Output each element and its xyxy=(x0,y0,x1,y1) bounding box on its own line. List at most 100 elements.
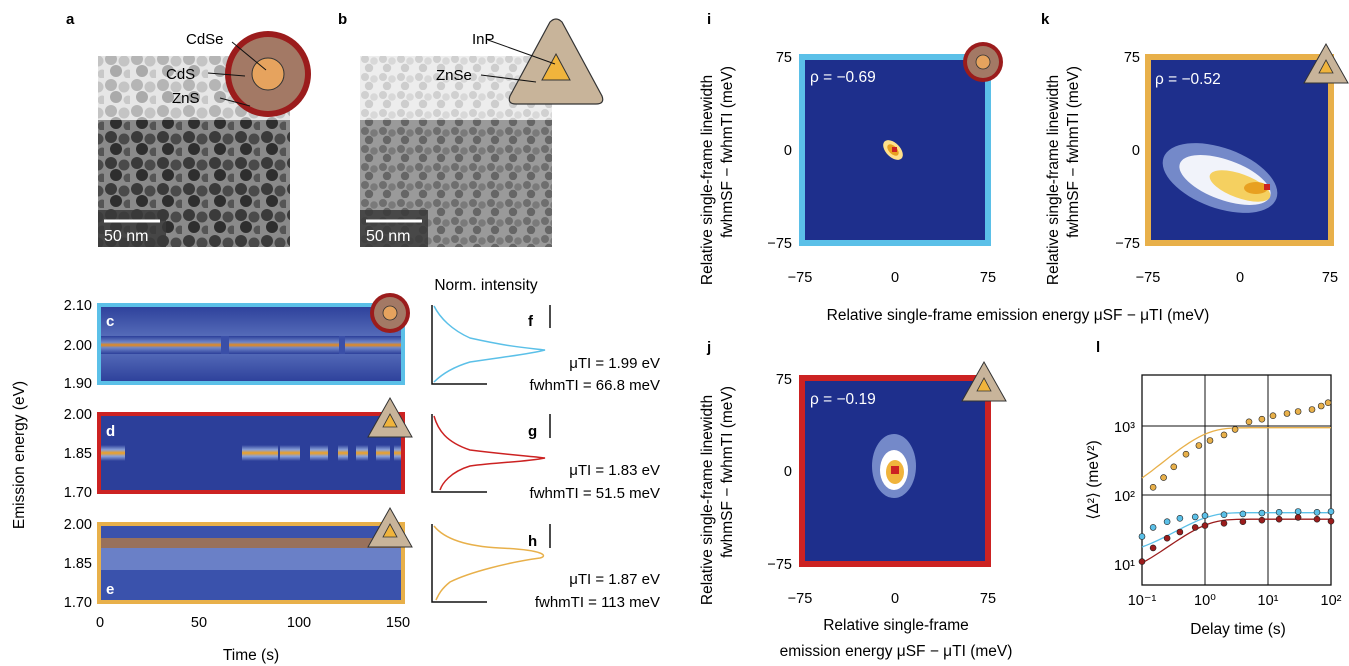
inp-core-icon-j xyxy=(961,360,1007,402)
msd-point-2-3 xyxy=(1176,528,1184,536)
tick-i-y0: 0 xyxy=(784,143,792,159)
rel-y-line2-k: fwhmSF − fwhmTI (meV) xyxy=(1065,66,1082,238)
rel-y-line1-j: Relative single-frame linewidth xyxy=(699,395,716,605)
msd-point-1-7 xyxy=(1239,510,1247,518)
inp-core-icon-e xyxy=(367,506,413,548)
msd-point-1-9 xyxy=(1275,508,1283,516)
tick-l-x2: 10² xyxy=(1321,593,1342,609)
tick-l-y3: 10³ xyxy=(1114,420,1135,436)
msd-point-2-10 xyxy=(1294,514,1302,521)
time-axis-label: Time (s) xyxy=(223,647,279,664)
mu-g: μTI = 1.83 eV xyxy=(569,462,660,479)
tick-l-x1: 10¹ xyxy=(1258,593,1279,609)
tick-j-x0: 0 xyxy=(891,591,899,607)
msd-point-1-11 xyxy=(1313,508,1321,516)
msd-y-label: ⟨Δ²⟩ (meV²) xyxy=(1085,440,1102,519)
rel-y-line2-i: fwhmSF − fwhmTI (meV) xyxy=(719,66,736,238)
tick-c-bot: 1.90 xyxy=(64,376,92,392)
rel-y-line1-k: Relative single-frame linewidth xyxy=(1045,75,1062,285)
msd-point-0-14 xyxy=(1317,402,1325,410)
msd-axes xyxy=(1141,374,1332,586)
msd-point-1-2 xyxy=(1163,518,1171,526)
msd-point-2-4 xyxy=(1191,524,1199,531)
msd-point-1-3 xyxy=(1176,514,1184,522)
tick-k-x0: 0 xyxy=(1236,270,1244,286)
msd-point-2-7 xyxy=(1239,518,1247,526)
tick-i-x0: 0 xyxy=(891,270,899,286)
rel-x-top-label: Relative single-frame emission energy μS… xyxy=(827,307,1210,324)
tick-e-top: 2.00 xyxy=(64,517,92,533)
rel-y-line1-i: Relative single-frame linewidth xyxy=(699,75,716,285)
scale-bar-b: 50 nm xyxy=(366,228,410,245)
msd-series xyxy=(1138,399,1335,565)
fwhm-f: fwhmTI = 66.8 meV xyxy=(530,377,660,394)
msd-point-0-3 xyxy=(1182,450,1190,458)
panel-label-i: i xyxy=(707,11,711,28)
tick-e-x150: 150 xyxy=(386,615,410,631)
heatmap-j xyxy=(799,375,991,567)
msd-point-2-11 xyxy=(1313,515,1321,523)
msd-point-0-9 xyxy=(1258,415,1266,423)
inp-core-icon-d xyxy=(367,396,413,438)
tick-c-mid: 2.00 xyxy=(64,338,92,354)
msd-point-2-5 xyxy=(1201,522,1209,529)
tick-c-top: 2.10 xyxy=(64,298,92,314)
msd-point-2-9 xyxy=(1275,515,1283,523)
msd-point-1-4 xyxy=(1191,513,1199,521)
tick-k-x75: 75 xyxy=(1322,270,1338,286)
tick-l-x0: 10⁰ xyxy=(1194,593,1216,609)
msd-point-0-2 xyxy=(1170,463,1178,471)
fwhm-h: fwhmTI = 113 meV xyxy=(535,594,660,611)
msd-point-0-10 xyxy=(1269,412,1277,420)
tick-e-x0: 0 xyxy=(96,615,104,631)
msd-point-2-6 xyxy=(1220,519,1228,527)
panel-label-l: l xyxy=(1096,339,1100,356)
trace-c xyxy=(97,303,405,385)
tick-d-top: 2.00 xyxy=(64,407,92,423)
label-inp: InP xyxy=(472,31,495,48)
tick-j-x75: 75 xyxy=(980,591,996,607)
msd-point-1-1 xyxy=(1149,524,1157,531)
emission-axis-label: Emission energy (eV) xyxy=(11,381,28,529)
msd-point-0-6 xyxy=(1220,431,1228,439)
panel-label-h: h xyxy=(528,533,537,550)
tick-i-x75: 75 xyxy=(980,270,996,286)
tick-i-y75: 75 xyxy=(776,50,792,66)
tick-e-mid: 1.85 xyxy=(64,556,92,572)
msd-point-0-8 xyxy=(1245,418,1253,426)
rel-x-j-line1: Relative single-frame xyxy=(823,617,969,634)
tick-k-y75: 75 xyxy=(1124,50,1140,66)
tick-d-mid: 1.85 xyxy=(64,446,92,462)
fwhm-g: fwhmTI = 51.5 meV xyxy=(530,485,660,502)
tick-l-y1: 10¹ xyxy=(1114,558,1135,574)
tick-d-bot: 1.70 xyxy=(64,485,92,501)
mu-h: μTI = 1.87 eV xyxy=(569,571,660,588)
msd-point-1-0 xyxy=(1138,533,1146,540)
spectrum-f xyxy=(431,305,551,385)
msd-point-2-8 xyxy=(1258,516,1266,524)
scale-bar-a: 50 nm xyxy=(104,228,148,245)
msd-point-0-0 xyxy=(1149,483,1157,491)
cdse-schematic-icon xyxy=(207,31,311,117)
msd-point-1-5 xyxy=(1201,512,1209,519)
msd-point-0-1 xyxy=(1160,474,1167,481)
msd-x-label: Delay time (s) xyxy=(1190,621,1286,638)
panel-label-a: a xyxy=(66,11,75,28)
panel-label-k: k xyxy=(1041,11,1050,28)
rho-j: ρ = −0.19 xyxy=(810,391,876,408)
msd-point-0-4 xyxy=(1195,442,1203,449)
label-cds: CdS xyxy=(166,66,195,83)
heatmap-k xyxy=(1145,54,1334,246)
rel-x-j-line2: emission energy μSF − μTI (meV) xyxy=(780,643,1013,660)
msd-point-0-5 xyxy=(1206,437,1214,444)
norm-intensity-label: Norm. intensity xyxy=(434,277,538,294)
msd-point-0-11 xyxy=(1283,410,1291,417)
msd-fit-2 xyxy=(1141,518,1331,564)
tick-j-y75: 75 xyxy=(776,372,792,388)
tick-e-x100: 100 xyxy=(287,615,311,631)
msd-point-0-13 xyxy=(1308,406,1316,413)
tick-j-ym75: −75 xyxy=(767,557,792,573)
panel-label-e: e xyxy=(106,581,114,598)
cdse-core-icon-i xyxy=(963,42,1003,82)
msd-point-2-1 xyxy=(1149,544,1157,552)
